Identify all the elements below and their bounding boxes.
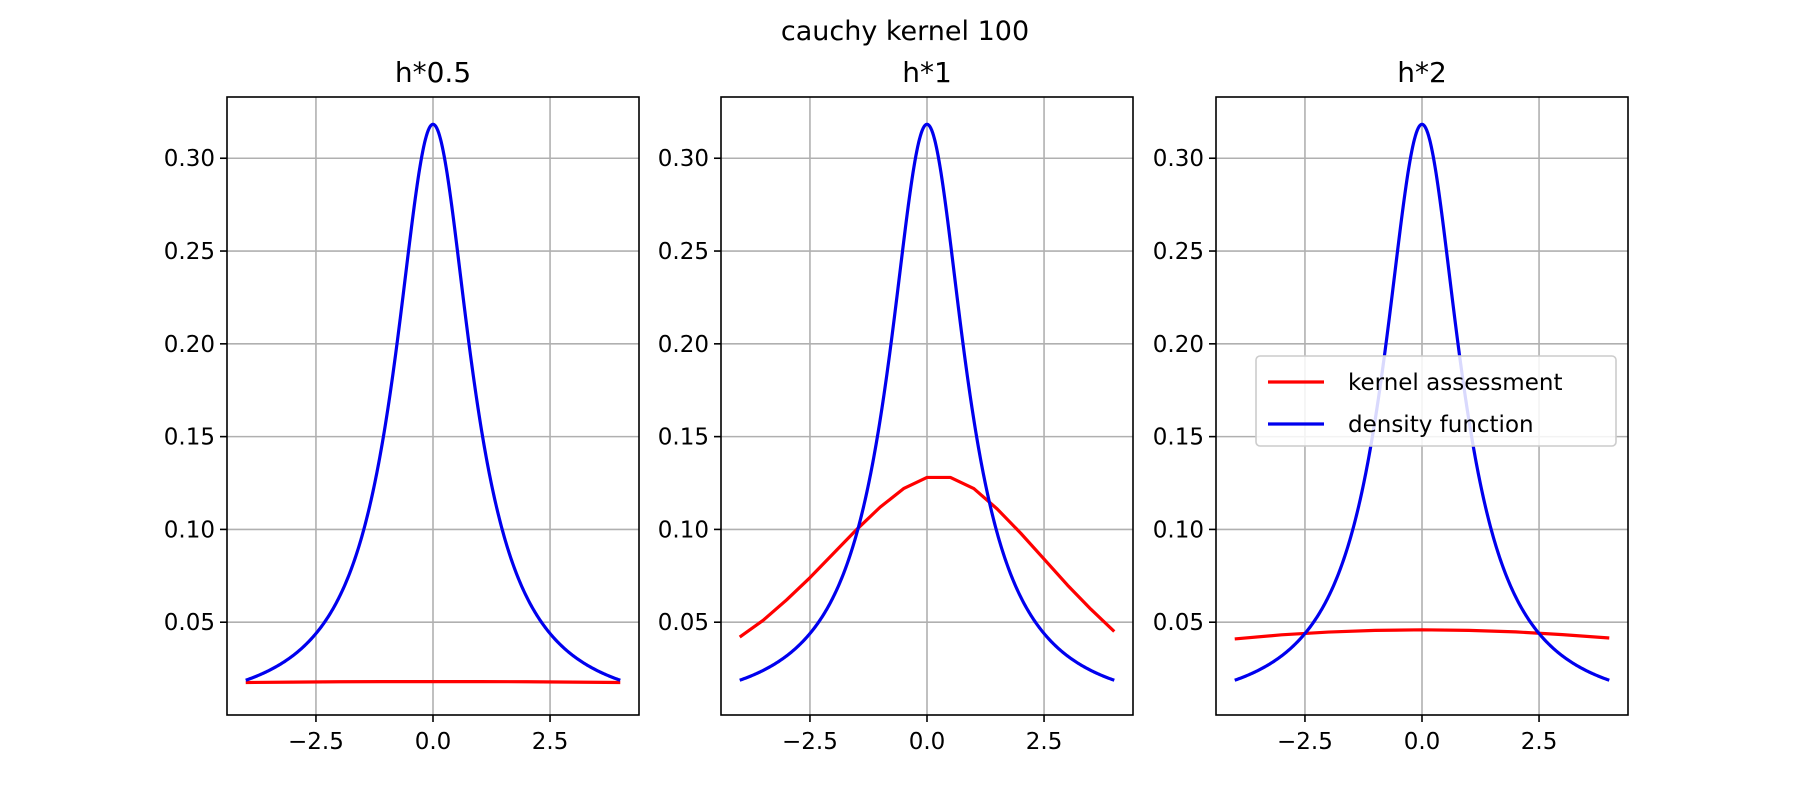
subplots: h*0.5−2.5 0.0 2.50.050.100.150.200.250.30h… xyxy=(164,56,1629,755)
subplot-title: h*1 xyxy=(902,56,952,89)
kernel-assessment-line xyxy=(245,679,621,685)
y-tick-label: 0.15 xyxy=(164,425,215,451)
y-tick-label: 0.05 xyxy=(658,610,709,636)
x-tick-label: −2.5 xyxy=(782,729,838,755)
legend-entry-label: density function xyxy=(1348,412,1534,438)
legend: kernel assessment density function xyxy=(1255,355,1617,447)
x-tick-label: 0.0 xyxy=(1404,729,1441,755)
subplot-title: h*2 xyxy=(1397,56,1447,89)
density-function-line xyxy=(1234,122,1610,682)
x-tick-label: −2.5 xyxy=(288,729,344,755)
x-tick-label: 0.0 xyxy=(909,729,946,755)
y-tick-label: 0.15 xyxy=(658,425,709,451)
y-tick-label: 0.25 xyxy=(164,239,215,265)
subplot-2: h*1 −2.5 0.0 2.5 0.05 0.10 0.15 0.20 0.25 0.30 xyxy=(658,56,1134,755)
kernel-assessment-line xyxy=(738,475,1116,639)
y-tick-label: 0.25 xyxy=(658,239,709,265)
y-tick-label: 0.10 xyxy=(1153,517,1204,543)
x-tick-label: 2.5 xyxy=(1026,729,1063,755)
x-tick-label: 2.5 xyxy=(1521,729,1558,755)
density-function-line xyxy=(245,122,621,682)
y-tick-label: 0.20 xyxy=(1153,332,1204,358)
x-tick-label: 2.5 xyxy=(532,729,569,755)
y-tick-label: 0.30 xyxy=(1153,146,1204,172)
figure-suptitle: cauchy kernel 100 xyxy=(781,16,1029,47)
y-tick-label: 0.25 xyxy=(1153,239,1204,265)
legend-box xyxy=(1255,355,1617,447)
y-tick-label: 0.15 xyxy=(1153,425,1204,451)
kernel-assessment-line xyxy=(1234,628,1610,641)
x-tick-label: 0.0 xyxy=(415,729,452,755)
subplot-1: h*0.5 −2.5 0.0 2.5 0.05 0.10 0.15 0.20 0.25 0.30 xyxy=(164,56,640,755)
y-tick-label: 0.05 xyxy=(1153,610,1204,636)
y-tick-label: 0.05 xyxy=(164,610,215,636)
y-tick-label: 0.20 xyxy=(164,332,215,358)
subplot-3: h*2 −2.5 0.0 2.5 0.05 0.10 0.15 0.20 0.25 0.30 ker… xyxy=(1153,56,1629,755)
y-tick-label: 0.30 xyxy=(164,146,215,172)
y-tick-label: 0.10 xyxy=(658,517,709,543)
y-tick-label: 0.20 xyxy=(658,332,709,358)
subplot-title: h*0.5 xyxy=(395,56,471,89)
x-tick-label: −2.5 xyxy=(1277,729,1333,755)
y-tick-label: 0.10 xyxy=(164,517,215,543)
density-function-line xyxy=(739,122,1115,682)
legend-entry-label: kernel assessment xyxy=(1348,370,1562,396)
y-tick-label: 0.30 xyxy=(658,146,709,172)
